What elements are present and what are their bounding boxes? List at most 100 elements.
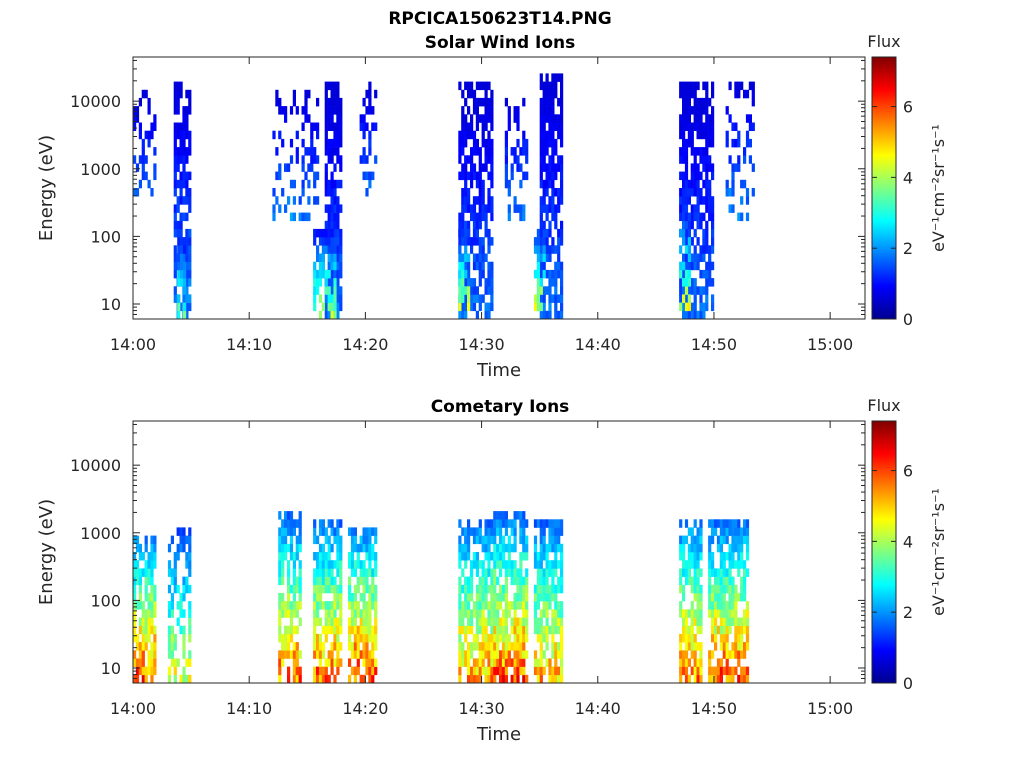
spectrogram-cell [725, 519, 729, 528]
spectrogram-cell [179, 155, 183, 164]
spectrogram-cell [467, 196, 471, 205]
spectrogram-cell [362, 584, 366, 594]
spectrogram-cell [173, 204, 177, 213]
spectrogram-cell [545, 138, 549, 148]
spectrogram-cell [321, 261, 325, 271]
spectrogram-cell [327, 560, 331, 569]
spectrogram-cell [696, 114, 700, 123]
spectrogram-cell [179, 171, 183, 181]
spectrogram-cell [684, 114, 689, 123]
spectrogram-cell [133, 122, 137, 131]
spectrogram-cell [316, 568, 320, 577]
spectrogram-cell [504, 138, 508, 148]
spectrogram-cell [461, 122, 465, 131]
spectrogram-cell [539, 122, 543, 131]
spectrogram-cell [696, 674, 700, 684]
spectrogram-cell [560, 625, 564, 635]
spectrogram-cell [147, 568, 151, 577]
spectrogram-cell [176, 179, 180, 189]
spectrogram-cell [504, 179, 508, 189]
spectrogram-cell [487, 106, 491, 115]
spectrogram-cell [321, 568, 325, 577]
spectrogram-cell [179, 535, 183, 545]
spectrogram-cell [304, 114, 308, 123]
spectrogram-cell [684, 294, 689, 303]
spectrogram-cell [272, 212, 276, 222]
spectrogram-cell [554, 261, 558, 271]
spectrogram-cell [295, 519, 299, 528]
spectrogram-cell [284, 552, 288, 561]
spectrogram-cell [327, 552, 331, 561]
spectrogram-cell [519, 592, 523, 602]
spectrogram-cell [702, 196, 706, 205]
spectrogram-cell [472, 294, 477, 303]
spectrogram-cell [472, 261, 477, 271]
spectrogram-cell [522, 625, 526, 635]
spectrogram-cell [330, 310, 334, 320]
spectrogram-cell [682, 204, 686, 213]
spectrogram-cell [539, 666, 543, 676]
spectrogram-cell [470, 642, 474, 651]
spectrogram-cell [339, 658, 343, 667]
spectrogram-cell [185, 196, 189, 205]
spectrogram-cell [327, 609, 331, 618]
spectrogram-cell [464, 204, 468, 213]
spectrogram-cell [167, 650, 172, 659]
spectrogram-cell [374, 527, 378, 536]
spectrogram-cell [153, 609, 157, 618]
spectrogram-cell [179, 89, 183, 99]
spectrogram-cell [684, 171, 689, 181]
spectrogram-cell [536, 576, 540, 586]
spectrogram-cell [478, 220, 482, 230]
spectrogram-cell [696, 592, 700, 602]
spectrogram-cell [284, 511, 288, 520]
spectrogram-cell [551, 130, 555, 140]
spectrogram-cell [336, 658, 340, 667]
spectrogram-cell [461, 278, 465, 287]
spectrogram-cell [147, 130, 151, 140]
spectrogram-cell [362, 560, 366, 569]
spectrogram-cell [478, 163, 482, 172]
spectrogram-cell [336, 294, 340, 303]
spectrogram-cell [478, 674, 482, 684]
spectrogram-cell [327, 568, 331, 577]
spectrogram-cell [539, 650, 543, 659]
spectrogram-cell [368, 106, 372, 115]
spectrogram-cell [472, 220, 477, 230]
spectrogram-cell [551, 576, 555, 586]
spectrogram-cell [690, 642, 694, 651]
spectrogram-cell [458, 552, 462, 561]
spectrogram-cell [714, 633, 718, 643]
spectrogram-cell [362, 543, 366, 553]
spectrogram-cell [705, 163, 709, 172]
spectrogram-cell [545, 114, 549, 123]
spectrogram-cell [699, 617, 703, 626]
spectrogram-cell [560, 560, 564, 569]
spectrogram-cell [737, 89, 741, 99]
spectrogram-cell [743, 642, 747, 651]
spectrogram-cell [679, 633, 683, 643]
spectrogram-cell [699, 535, 703, 545]
spectrogram-cell [490, 302, 494, 312]
spectrogram-cell [507, 204, 511, 213]
spectrogram-cell [179, 237, 183, 246]
spectrogram-cell [708, 179, 712, 189]
spectrogram-cell [298, 527, 302, 536]
spectrogram-cell [295, 543, 299, 553]
spectrogram-cell [176, 130, 180, 140]
spectrogram-cell [557, 642, 561, 651]
spectrogram-cell [711, 245, 715, 254]
spectrogram-cell [693, 633, 697, 643]
spectrogram-cell [560, 155, 564, 164]
spectrogram-cell [179, 302, 183, 312]
spectrogram-cell [539, 171, 543, 181]
spectrogram-cell [542, 261, 546, 271]
spectrogram-cell [182, 650, 186, 659]
spectrogram-cell [135, 114, 140, 123]
spectrogram-cell [289, 535, 294, 545]
spectrogram-cell [725, 179, 729, 189]
spectrogram-cell [690, 543, 694, 553]
spectrogram-cell [135, 633, 140, 643]
spectrogram-cell [696, 666, 700, 676]
spectrogram-cell [138, 666, 142, 676]
